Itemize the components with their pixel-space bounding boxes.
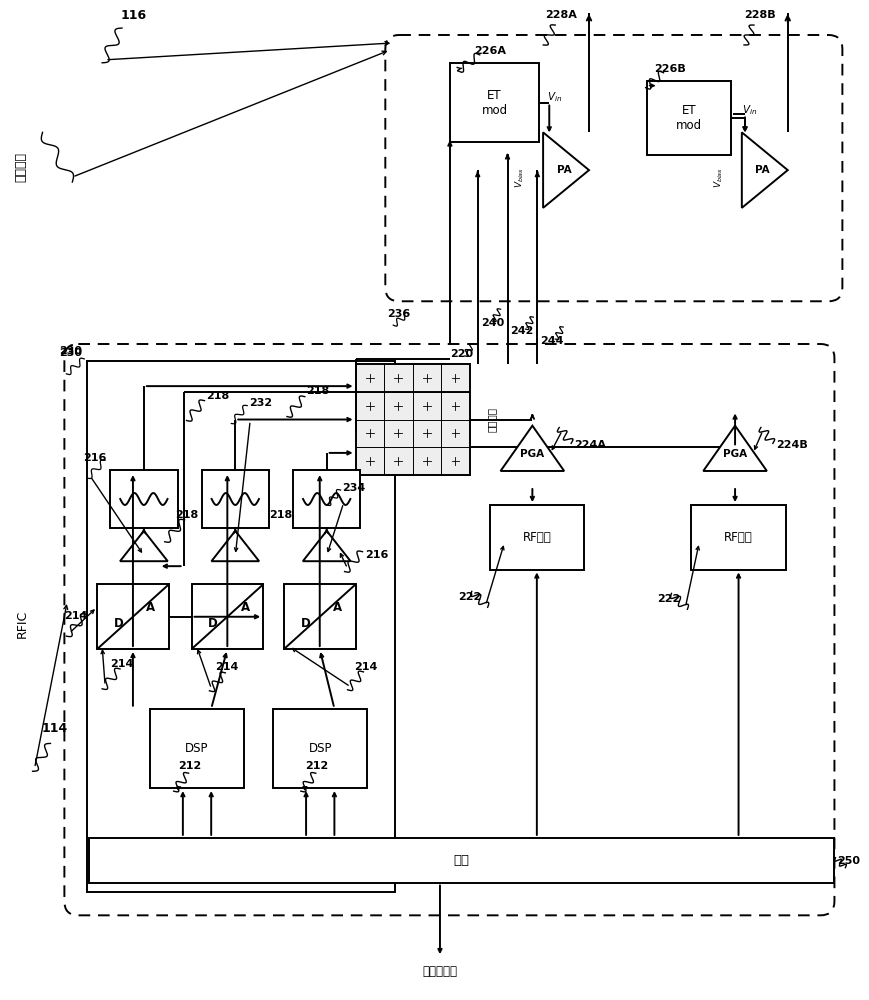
- Text: 230: 230: [59, 346, 83, 356]
- Text: 218: 218: [175, 510, 198, 520]
- Text: 228A: 228A: [545, 10, 576, 20]
- Text: 250: 250: [837, 856, 859, 866]
- Text: 214: 214: [215, 662, 238, 672]
- Text: D: D: [208, 617, 217, 630]
- Bar: [110, 470, 177, 528]
- Text: 230: 230: [59, 348, 83, 358]
- Polygon shape: [741, 132, 786, 208]
- Text: $V_{bias}$: $V_{bias}$: [513, 167, 526, 188]
- Text: 214: 214: [354, 662, 376, 672]
- Text: 212: 212: [305, 761, 328, 771]
- Text: RF路径: RF路径: [522, 531, 551, 544]
- Text: PGA: PGA: [520, 449, 544, 459]
- Text: $V_{in}$: $V_{in}$: [546, 91, 561, 104]
- Text: DSP: DSP: [308, 742, 332, 755]
- Text: 开关矩阵: 开关矩阵: [486, 407, 496, 432]
- Bar: [283, 584, 355, 649]
- Polygon shape: [302, 531, 350, 561]
- Text: 228B: 228B: [743, 10, 775, 20]
- Text: 220: 220: [450, 349, 473, 359]
- Text: 224B: 224B: [775, 440, 806, 450]
- Bar: [97, 584, 169, 649]
- Text: 214: 214: [63, 611, 87, 621]
- Text: 总线: 总线: [454, 854, 469, 867]
- Polygon shape: [120, 531, 168, 561]
- Polygon shape: [702, 426, 766, 471]
- Text: 216: 216: [365, 550, 388, 560]
- Text: PA: PA: [754, 165, 769, 175]
- Text: 218: 218: [206, 391, 229, 401]
- Text: 234: 234: [342, 483, 366, 493]
- Text: RFIC: RFIC: [17, 610, 30, 638]
- Text: 222: 222: [458, 592, 481, 602]
- Text: RF路径: RF路径: [723, 531, 752, 544]
- Bar: [202, 470, 269, 528]
- Text: A: A: [146, 601, 156, 614]
- Text: 222: 222: [656, 594, 680, 604]
- Bar: [90, 838, 833, 883]
- Bar: [646, 81, 730, 155]
- Bar: [355, 364, 469, 475]
- Text: 212: 212: [178, 761, 201, 771]
- Bar: [293, 470, 360, 528]
- Text: $V_{in}$: $V_{in}$: [741, 104, 757, 117]
- Text: 114: 114: [41, 722, 68, 735]
- Bar: [691, 505, 785, 570]
- Text: PGA: PGA: [722, 449, 746, 459]
- Text: ET
mod: ET mod: [675, 104, 701, 132]
- Text: A: A: [241, 601, 249, 614]
- Text: A: A: [333, 601, 342, 614]
- Text: 236: 236: [387, 309, 409, 319]
- Text: $V_{bias}$: $V_{bias}$: [712, 167, 724, 188]
- Bar: [449, 63, 539, 142]
- Text: 116: 116: [121, 9, 147, 22]
- Text: 218: 218: [269, 510, 292, 520]
- Bar: [191, 584, 262, 649]
- Bar: [489, 505, 583, 570]
- Polygon shape: [542, 132, 588, 208]
- Bar: [87, 361, 395, 892]
- Bar: [273, 709, 367, 788]
- Text: 226A: 226A: [473, 46, 505, 56]
- Text: 214: 214: [110, 659, 134, 669]
- Text: DSP: DSP: [185, 742, 209, 755]
- Text: 时钟总线口: 时钟总线口: [422, 965, 457, 978]
- Text: 242: 242: [510, 326, 534, 336]
- Text: PA: PA: [556, 165, 571, 175]
- Text: ET
mod: ET mod: [481, 89, 507, 117]
- Text: D: D: [114, 617, 123, 630]
- Text: 216: 216: [83, 453, 106, 463]
- Bar: [149, 709, 244, 788]
- Text: 232: 232: [249, 398, 272, 408]
- Text: D: D: [300, 617, 310, 630]
- Text: 218: 218: [306, 386, 328, 396]
- Text: 前端模块: 前端模块: [14, 152, 27, 182]
- Polygon shape: [500, 426, 563, 471]
- Text: 244: 244: [540, 336, 563, 346]
- Text: 240: 240: [481, 318, 503, 328]
- Text: 224A: 224A: [574, 440, 606, 450]
- Text: 226B: 226B: [653, 64, 686, 74]
- Polygon shape: [211, 531, 259, 561]
